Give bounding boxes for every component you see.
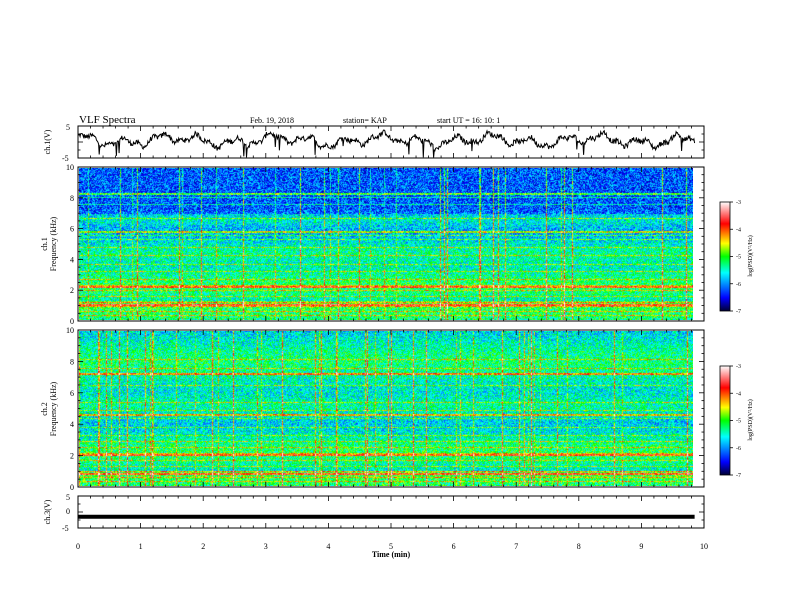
x-tick-label: 7 — [514, 542, 518, 551]
ch1-colorbar — [719, 201, 731, 312]
ch1-spec-channel-label: ch.1 — [40, 237, 49, 251]
ch2-spec-channel-label: ch.2 — [40, 402, 49, 416]
ch3-voltage-frame — [77, 495, 705, 529]
header-date: Feb. 19, 2018 — [250, 116, 294, 125]
header-station: station= KAP — [343, 116, 387, 125]
y-tick-label: 6 — [70, 225, 74, 234]
ch1-colorbar-label: log(PSD)(V²/Hz) — [747, 235, 754, 276]
ch2-spectrogram-heatmap — [79, 331, 693, 486]
y-tick-label: 0 — [70, 317, 74, 326]
y-tick-label: 2 — [70, 286, 74, 295]
ch1-spectrogram-ytick-labels: 0 2 4 6 8 10 — [66, 163, 74, 326]
x-tick-label: 4 — [326, 542, 330, 551]
header-start-time: start UT = 16: 10: 1 — [437, 116, 500, 125]
x-tick-label: 8 — [577, 542, 581, 551]
ch2-spectrogram-ticks — [77, 329, 705, 488]
ch2-colorbar — [719, 365, 731, 476]
colorbar-tick-label: -5 — [736, 419, 741, 425]
colorbar-tick-label: -3 — [736, 364, 741, 370]
ch1-voltage-panel: 5 -5 ch.1(V) — [43, 123, 705, 163]
ch1-spectrogram-heatmap — [79, 168, 693, 320]
colorbar-tick-label: -6 — [736, 282, 741, 288]
ch1-spectrogram-ticks — [77, 166, 705, 322]
x-tick-label: 2 — [201, 542, 205, 551]
ch1-voltage-ticks — [77, 125, 705, 159]
colorbar-tick-label: -6 — [736, 446, 741, 452]
y-tick-label: 6 — [70, 389, 74, 398]
ch1-colorbar-ticks: -3 -4 -5 -6 -7 — [730, 200, 741, 315]
x-tick-label: 6 — [452, 542, 456, 551]
ch2-colorbar-label: log(PSD)(V²/Hz) — [747, 399, 754, 440]
x-tick-label: 10 — [700, 542, 708, 551]
x-tick-label: 0 — [76, 542, 80, 551]
colorbar-tick-label: -5 — [736, 255, 741, 261]
ch2-spectrogram-ytick-labels: 0 2 4 6 8 10 — [66, 326, 74, 492]
ch1-ytick-top: 5 — [66, 123, 70, 132]
x-tick-label: 1 — [139, 542, 143, 551]
x-tick-labels: 0 1 2 3 4 5 6 7 8 9 10 — [76, 542, 708, 551]
y-tick-label: 10 — [66, 326, 74, 335]
ch1-spec-ylabel: Frequency (kHz) — [49, 216, 58, 271]
colorbar-tick-label: -3 — [736, 200, 741, 206]
colorbar-tick-label: -7 — [736, 309, 741, 315]
ch3-ytick-mid: 0 — [66, 507, 70, 516]
y-tick-label: 8 — [70, 357, 74, 366]
ch3-ytick-top: 5 — [66, 493, 70, 502]
colorbar-tick-label: -4 — [736, 227, 741, 233]
x-tick-label: 3 — [264, 542, 268, 551]
colorbar-tick-label: -7 — [736, 473, 741, 479]
ch3-ylabel: ch.3(V) — [43, 499, 52, 524]
x-axis-label: Time (min) — [372, 550, 411, 559]
ch2-colorbar-ticks: -3 -4 -5 -6 -7 — [730, 364, 741, 479]
ch3-voltage-panel: 5 0 -5 ch.3(V) — [43, 493, 705, 533]
ch1-ylabel: ch.1(V) — [43, 129, 52, 154]
ch1-voltage-frame — [77, 125, 705, 159]
x-tick-label: 5 — [389, 542, 393, 551]
ch1-ytick-bottom: -5 — [62, 154, 69, 163]
ch2-spec-ylabel: Frequency (kHz) — [49, 381, 58, 436]
y-tick-label: 4 — [70, 420, 74, 429]
ch1-voltage-line — [77, 129, 696, 158]
x-tick-label: 9 — [639, 542, 643, 551]
y-tick-label: 4 — [70, 255, 74, 264]
ch3-ytick-bottom: -5 — [62, 524, 69, 533]
ch3-voltage-ticks — [77, 495, 705, 529]
colorbar-tick-label: -4 — [736, 391, 741, 397]
y-tick-label: 8 — [70, 194, 74, 203]
chart-title: VLF Spectra — [79, 114, 136, 126]
y-tick-label: 10 — [66, 163, 74, 172]
y-tick-label: 2 — [70, 452, 74, 461]
y-tick-label: 0 — [70, 483, 74, 492]
